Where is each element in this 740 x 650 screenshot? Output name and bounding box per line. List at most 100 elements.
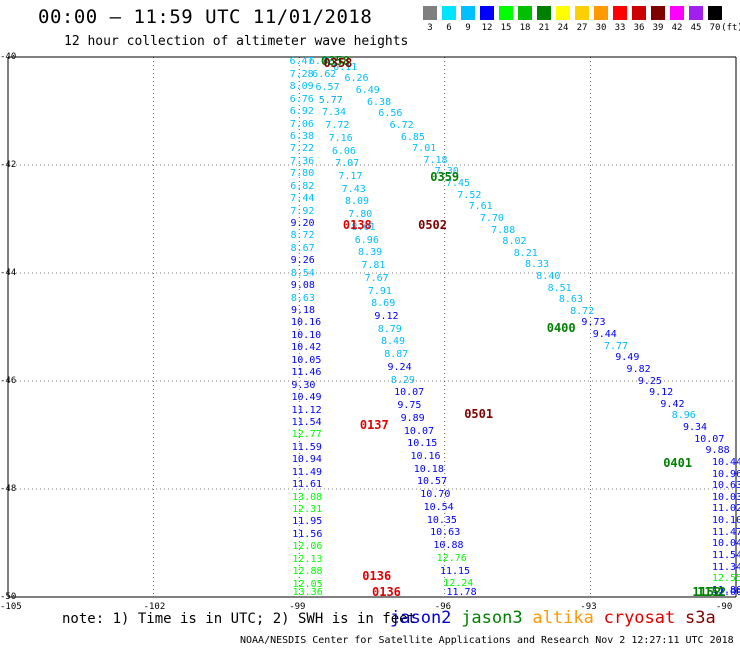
wave-height-reading: 10.07	[394, 387, 425, 399]
wave-height-reading: 8.09	[289, 81, 314, 93]
scale-unit: (ft)	[721, 23, 740, 33]
wave-height-reading: 7.16	[328, 132, 353, 144]
wave-height-reading: 6.06	[331, 145, 356, 157]
wave-height-reading: 7.17	[338, 170, 363, 182]
wave-height-reading: 7.44	[290, 193, 315, 205]
wave-height-reading: 8.33	[525, 259, 550, 271]
scale-swatch	[593, 5, 609, 21]
scale-swatch	[631, 5, 647, 21]
wave-height-reading: 11.15	[439, 565, 471, 577]
footer-note: note: 1) Time is in UTC; 2) SWH is in fe…	[62, 611, 417, 627]
wave-height-reading: 6.47	[289, 56, 314, 68]
scale-swatch	[669, 5, 685, 21]
scale-label: 42	[671, 23, 683, 33]
page-subtitle: 12 hour collection of altimeter wave hei…	[64, 34, 409, 49]
scale-swatch	[479, 5, 495, 21]
wave-height-reading: 7.80	[290, 168, 315, 180]
wave-height-reading: 6.49	[355, 85, 380, 97]
wave-height-reading: 11.80	[712, 584, 740, 596]
wave-height-reading: 9.34	[682, 422, 708, 434]
scale-label: 18	[519, 23, 531, 33]
wave-height-reading: 11.54	[291, 416, 322, 428]
scale-label: 39	[652, 23, 664, 33]
wave-height-reading: 7.18	[423, 154, 448, 166]
wave-height-reading: 11.54	[712, 549, 740, 561]
wave-height-reading: 10.63	[430, 527, 461, 539]
wave-height-reading: 10.42	[291, 342, 322, 354]
wave-height-reading: 10.07	[403, 425, 435, 437]
lat-tick-label: -40	[0, 52, 17, 62]
wave-height-reading: 8.72	[290, 230, 315, 242]
pass-time-label: 0359	[430, 169, 460, 184]
scale-label: 24	[557, 23, 569, 33]
lon-tick-label: -105	[0, 602, 22, 612]
wave-height-reading: 8.87	[384, 349, 409, 361]
scale-swatch	[612, 5, 628, 21]
lon-tick-label: -99	[289, 602, 306, 612]
wave-height-reading: 12.55	[712, 573, 740, 585]
wave-height-reading: 7.77	[603, 340, 629, 352]
lat-tick-label: -44	[0, 268, 17, 278]
wave-height-reading: 10.03	[712, 491, 740, 503]
scale-label: 15	[500, 23, 512, 33]
wave-height-reading: 6.38	[367, 96, 392, 108]
wave-height-reading: 9.88	[705, 445, 730, 457]
scale-label: 9	[465, 23, 471, 33]
pass-time-label: 0138	[342, 218, 372, 233]
wave-height-reading: 9.89	[400, 412, 425, 424]
pass-time-label: 1152	[697, 585, 727, 599]
wave-height-reading: 11.59	[291, 441, 322, 453]
wave-height-reading: 11.49	[291, 466, 322, 478]
wave-height-reading: 11.56	[292, 528, 323, 540]
scale-swatch	[574, 5, 590, 21]
wave-height-reading: 12.88	[292, 566, 323, 578]
wave-height-reading: 7.52	[457, 189, 482, 201]
wave-height-reading: 7.43	[341, 183, 366, 195]
scale-swatch	[422, 5, 438, 21]
pass-time-label: 0358	[321, 54, 350, 69]
wave-height-reading: 7.45	[446, 178, 471, 190]
wave-height-reading: 6.57	[315, 81, 340, 93]
wave-height-reading: 10.10	[712, 515, 740, 527]
wave-height-reading: 6.62	[312, 69, 337, 81]
wave-height-reading: 12.13	[292, 553, 323, 565]
wave-height-reading: 9.20	[290, 218, 315, 230]
wave-height-reading: 7.72	[325, 120, 350, 132]
wave-height-reading: 9.12	[649, 387, 674, 399]
pass-time-label: 1152	[692, 585, 722, 599]
wave-height-reading: 6.76	[289, 93, 314, 105]
wave-height-reading: 7.01	[412, 143, 437, 155]
scale-label: 36	[633, 23, 645, 33]
wave-height-reading: 10.54	[423, 501, 454, 513]
wave-height-reading: 11.78	[446, 587, 477, 598]
scale-label: 3	[427, 23, 433, 33]
wave-height-reading: 11.34	[712, 561, 740, 573]
scale-label: 70	[709, 23, 721, 33]
wave-height-reading: 7.88	[491, 224, 516, 236]
legend-jason2: jason2	[390, 608, 452, 628]
wave-height-reading: 12.76	[436, 552, 467, 564]
wave-height-reading: 11.02	[712, 503, 740, 515]
wave-height-reading: 10.18	[413, 463, 444, 475]
wave-height-reading: 9.82	[626, 363, 651, 375]
scale-label: 6	[446, 23, 452, 33]
scale-swatch	[650, 5, 666, 21]
wave-height-reading: 9.75	[397, 400, 422, 412]
wave-height-reading: 11.46	[291, 367, 322, 379]
scale-label: 21	[538, 23, 550, 33]
wave-height-reading: 9.25	[637, 375, 662, 387]
wave-height-reading: 10.94	[291, 454, 322, 466]
wave-height-reading: 10.05	[291, 354, 322, 366]
wave-height-reading: 6.38	[289, 130, 315, 142]
wave-height-reading: 9.18	[290, 305, 316, 317]
lon-tick-label: -96	[434, 602, 452, 612]
wave-height-reading: 12.24	[443, 578, 474, 590]
wave-height-reading: 12.05	[292, 578, 323, 590]
wave-height-reading: 7.36	[290, 155, 315, 167]
wave-height-reading: 6.82	[290, 180, 315, 192]
wave-height-reading: 11.95	[292, 516, 323, 528]
wave-height-reading: 9.12	[374, 310, 399, 322]
lon-tick-label: -93	[580, 602, 597, 612]
wave-height-reading: 7.91	[367, 285, 392, 297]
wave-height-reading: 12.77	[291, 429, 322, 441]
